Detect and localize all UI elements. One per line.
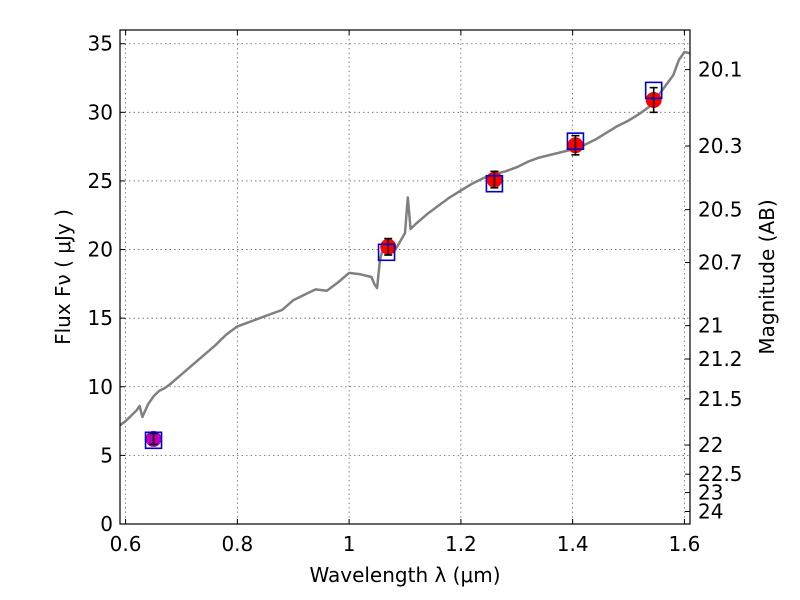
right-tick-label: 24	[698, 499, 723, 523]
model-point	[485, 174, 504, 193]
right-tick-label: 22	[698, 433, 723, 457]
y-tick-label: 25	[88, 169, 113, 193]
right-tick-label: 20.3	[698, 134, 743, 158]
model-point	[566, 132, 585, 150]
plot-frame	[119, 29, 691, 525]
right-tick-label: 20.1	[698, 58, 743, 82]
y-tick-label: 5	[100, 443, 113, 467]
right-tick-label: 21.5	[698, 387, 743, 411]
x-tick-label: 1.2	[445, 532, 477, 556]
right-tick-label: 20.7	[698, 251, 743, 275]
tick-layer	[120, 30, 690, 525]
model-point	[644, 81, 663, 100]
marker-layer	[144, 81, 663, 450]
right-tick-label: 21	[698, 314, 723, 338]
y-tick-label: 10	[88, 375, 113, 399]
x-axis-label: Wavelength λ (μm)	[309, 563, 500, 587]
label-layer: 0.6 0.8 1 1.2 1.4 1.6 0 5 10 15 20 25 30 35 20.1 20.3 20…	[88, 32, 743, 556]
right-tick-label: 21.2	[698, 347, 743, 371]
right-axis-label: Magnitude (AB)	[755, 199, 779, 354]
right-tick-label: 20.5	[698, 198, 743, 222]
y-tick-label: 0	[100, 512, 113, 536]
y-tick-label: 35	[88, 32, 113, 56]
x-tick-label: 0.6	[110, 532, 142, 556]
y-tick-label: 20	[88, 238, 113, 262]
x-tick-label: 1.4	[557, 532, 589, 556]
x-tick-label: 1.6	[669, 532, 701, 556]
grid-layer	[120, 30, 690, 525]
model-point	[144, 431, 163, 450]
series-layer	[119, 50, 691, 427]
right-tick-label: 23	[698, 481, 723, 505]
spectrum-line	[119, 50, 691, 427]
x-tick-label: 0.8	[221, 532, 253, 556]
x-tick-label: 1	[343, 532, 356, 556]
right-tick-label: 22.5	[698, 462, 743, 486]
y-axis-label: Flux Fν ( μJy )	[51, 209, 75, 345]
y-tick-label: 15	[88, 306, 113, 330]
y-tick-label: 30	[88, 100, 113, 124]
model-point	[377, 243, 396, 262]
